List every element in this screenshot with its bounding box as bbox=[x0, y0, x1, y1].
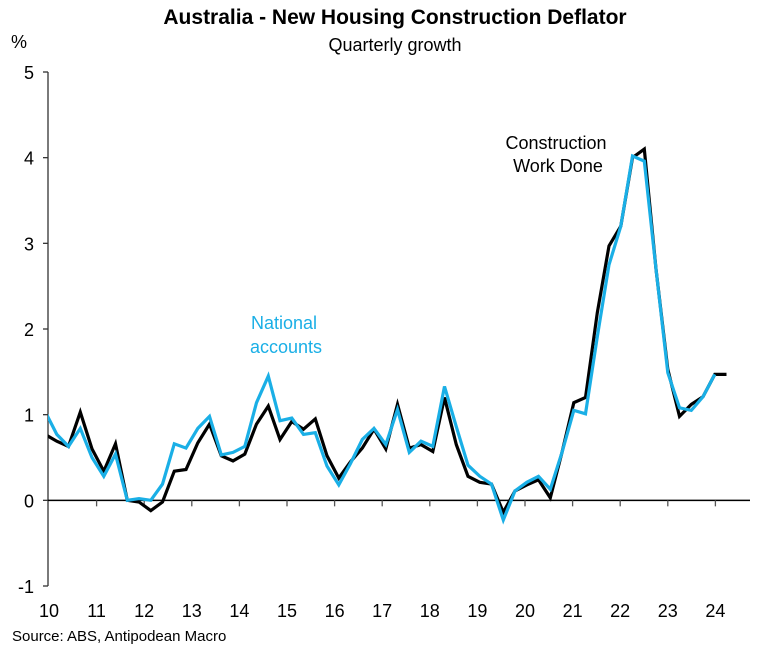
series-line-national-accounts bbox=[48, 153, 717, 525]
source-note: Source: ABS, Antipodean Macro bbox=[12, 628, 226, 645]
annotation-construction-line1: Construction bbox=[505, 133, 606, 153]
y-tick-label: 1 bbox=[24, 406, 34, 426]
x-tick-label: 16 bbox=[325, 601, 345, 621]
y-tick-label: 2 bbox=[24, 320, 34, 340]
x-tick-label: 23 bbox=[658, 601, 678, 621]
annotation-national-line2: accounts bbox=[250, 337, 322, 357]
annotation-national-line1: National bbox=[251, 313, 317, 333]
y-tick-label: -1 bbox=[18, 577, 34, 597]
x-tick-label: 13 bbox=[182, 601, 202, 621]
x-tick-label: 22 bbox=[610, 601, 630, 621]
chart-title: Australia - New Housing Construction Def… bbox=[163, 6, 626, 29]
x-tick-label: 19 bbox=[467, 601, 487, 621]
x-tick-label: 15 bbox=[277, 601, 297, 621]
y-tick-label: 0 bbox=[24, 491, 34, 511]
chart-subtitle: Quarterly growth bbox=[328, 35, 461, 55]
y-tick-label: 4 bbox=[24, 149, 34, 169]
series-line-construction-work-done bbox=[48, 146, 727, 516]
y-tick-label: 3 bbox=[24, 234, 34, 254]
x-tick-label: 10 bbox=[39, 601, 59, 621]
x-tick-label: 17 bbox=[372, 601, 392, 621]
annotation-construction-line2: Work Done bbox=[513, 156, 603, 176]
x-tick-label: 12 bbox=[134, 601, 154, 621]
x-tick-label: 20 bbox=[515, 601, 535, 621]
y-axis-unit: % bbox=[11, 32, 27, 52]
x-tick-label: 24 bbox=[705, 601, 725, 621]
x-tick-label: 18 bbox=[420, 601, 440, 621]
x-tick-label: 21 bbox=[563, 601, 583, 621]
y-tick-label: 5 bbox=[24, 63, 34, 83]
x-tick-label: 11 bbox=[87, 601, 106, 621]
x-tick-label: 14 bbox=[229, 601, 249, 621]
